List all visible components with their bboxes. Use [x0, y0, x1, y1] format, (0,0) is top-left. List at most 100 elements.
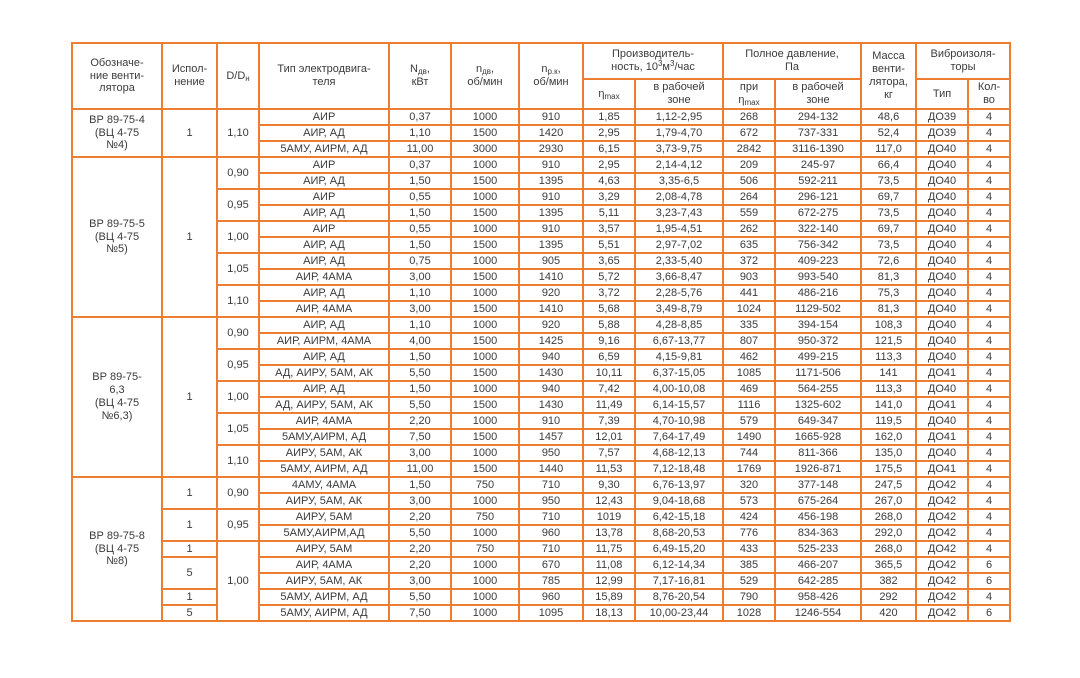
power-kw-cell: 2,20 [388, 540, 452, 558]
version-cell: 1 [161, 476, 218, 510]
wheel-rpm-cell: 1410 [518, 300, 584, 318]
diameter-ratio-cell: 1,00 [216, 540, 260, 622]
perf-max-cell: 9,30 [582, 476, 636, 494]
power-kw-cell: 3,00 [388, 268, 452, 286]
wheel-rpm-cell: 2930 [518, 140, 584, 158]
mass-cell: 420 [860, 604, 917, 622]
perf-max-cell: 5,72 [582, 268, 636, 286]
pressure-zone-cell: 675-264 [774, 492, 862, 510]
vibro-qty-cell: 4 [967, 444, 1011, 462]
motor-type-cell: АИРУ, 5АМ [258, 508, 390, 526]
motor-rpm-cell: 1000 [450, 252, 520, 270]
perf-max-cell: 1,85 [582, 108, 636, 126]
motor-type-cell: 4АМУ, 4АМА [258, 476, 390, 494]
pressure-max-cell: 424 [722, 508, 776, 526]
power-kw-cell: 2,20 [388, 508, 452, 526]
vibro-qty-cell: 4 [967, 124, 1011, 142]
vibro-qty-cell: 4 [967, 220, 1011, 238]
perf-zone-cell: 3,66-8,47 [634, 268, 724, 286]
pressure-max-cell: 1769 [722, 460, 776, 478]
vibro-qty-cell: 4 [967, 268, 1011, 286]
power-kw-cell: 1,50 [388, 476, 452, 494]
table-row: 1 5АМУ, АИРМ, АД 5,50 1000 960 15,89 8,76-20,5… [72, 588, 1011, 606]
pressure-zone-cell: 1246-554 [774, 604, 862, 622]
vibro-qty-cell: 4 [967, 332, 1011, 350]
vibro-qty-cell: 4 [967, 428, 1011, 446]
motor-rpm-cell: 1500 [450, 300, 520, 318]
motor-type-cell: АИР, 4АМА [258, 412, 390, 430]
motor-rpm-cell: 1000 [450, 492, 520, 510]
perf-max-cell: 11,75 [582, 540, 636, 558]
mass-cell: 117,0 [860, 140, 917, 158]
perf-max-cell: 12,99 [582, 572, 636, 590]
motor-type-cell: АИР [258, 108, 390, 126]
perf-max-cell: 12,43 [582, 492, 636, 510]
table-row: АИР, АД 1,50 1500 1395 5,11 3,23-7,43 559 672-2… [72, 204, 1011, 222]
version-cell: 1 [161, 316, 218, 478]
pressure-zone-cell: 1926-871 [774, 460, 862, 478]
pressure-max-cell: 268 [722, 108, 776, 126]
perf-max-cell: 5,88 [582, 316, 636, 334]
perf-max-cell: 13,78 [582, 524, 636, 542]
perf-zone-cell: 2,14-4,12 [634, 156, 724, 174]
pressure-max-cell: 2842 [722, 140, 776, 158]
vibro-type-cell: ДО40 [915, 172, 969, 190]
diameter-ratio-cell: 1,10 [216, 108, 260, 158]
perf-zone-cell: 3,35-6,5 [634, 172, 724, 190]
perf-zone-cell: 7,17-16,81 [634, 572, 724, 590]
vibro-qty-cell: 4 [967, 236, 1011, 254]
motor-type-cell: АИР, АД [258, 172, 390, 190]
table-row: АИР, 4АМА 3,00 1500 1410 5,68 3,49-8,79 1024 11… [72, 300, 1011, 318]
wheel-rpm-cell: 785 [518, 572, 584, 590]
wheel-rpm-cell: 710 [518, 476, 584, 494]
perf-zone-cell: 7,64-17,49 [634, 428, 724, 446]
power-kw-cell: 1,50 [388, 380, 452, 398]
col-header-version: Испол- нение [161, 42, 218, 110]
table-row: АИРУ, 5АМ, АК 3,00 1000 950 12,43 9,04-18,68 5… [72, 492, 1011, 510]
perf-zone-cell: 4,28-8,85 [634, 316, 724, 334]
motor-type-cell: АИР, АД [258, 380, 390, 398]
perf-zone-cell: 2,08-4,78 [634, 188, 724, 206]
table-row: АИР, АД 1,50 1500 1395 5,51 2,97-7,02 635 756-3… [72, 236, 1011, 254]
wheel-rpm-cell: 960 [518, 588, 584, 606]
motor-rpm-cell: 1500 [450, 364, 520, 382]
vibro-type-cell: ДО40 [915, 316, 969, 334]
perf-zone-cell: 4,00-10,08 [634, 380, 724, 398]
diameter-ratio-cell: 0,90 [216, 476, 260, 510]
pressure-max-cell: 441 [722, 284, 776, 302]
motor-rpm-cell: 750 [450, 508, 520, 526]
motor-rpm-cell: 1000 [450, 380, 520, 398]
motor-rpm-cell: 1000 [450, 604, 520, 622]
power-kw-cell: 0,55 [388, 188, 452, 206]
perf-zone-cell: 1,95-4,51 [634, 220, 724, 238]
perf-max-cell: 5,11 [582, 204, 636, 222]
vibro-type-cell: ДО41 [915, 364, 969, 382]
power-kw-cell: 3,00 [388, 492, 452, 510]
mass-cell: 73,5 [860, 172, 917, 190]
pressure-max-cell: 209 [722, 156, 776, 174]
vibro-qty-cell: 4 [967, 524, 1011, 542]
power-kw-cell: 2,20 [388, 412, 452, 430]
mass-cell: 365,5 [860, 556, 917, 574]
mass-cell: 268,0 [860, 540, 917, 558]
power-kw-cell: 5,50 [388, 588, 452, 606]
vibro-qty-cell: 4 [967, 204, 1011, 222]
motor-type-cell: АИР, АД [258, 124, 390, 142]
table-row: 1,10 АИР, АД 1,10 1000 920 3,72 2,28-5,76 441 48… [72, 284, 1011, 318]
pressure-max-cell: 744 [722, 444, 776, 462]
fan-spec-table: Обозначе- ние венти- лятора Испол- нение… [71, 42, 1011, 622]
mass-cell: 113,3 [860, 380, 917, 398]
pressure-zone-cell: 737-331 [774, 124, 862, 142]
mass-cell: 121,5 [860, 332, 917, 350]
mass-cell: 292 [860, 588, 917, 606]
wheel-rpm-cell: 940 [518, 348, 584, 366]
table-row: 5 АИР, 4АМА 2,20 1000 670 11,08 6,12-14,34 385 4… [72, 556, 1011, 590]
wheel-rpm-cell: 905 [518, 252, 584, 270]
motor-type-cell: АИР, 4АМА [258, 300, 390, 318]
version-cell: 1 [161, 108, 218, 158]
wheel-rpm-cell: 940 [518, 380, 584, 398]
table-row: ВР 89-75- 6,3 (ВЦ 4-75 №6,3) 1 0,90 АИР, АД… [71, 316, 1011, 478]
pressure-max-cell: 559 [722, 204, 776, 222]
motor-type-cell: АИР, АД [258, 252, 390, 270]
table-row: ВР 89-75-8 (ВЦ 4-75 №8) 1 0,90 4АМУ, 4АМА 1,… [71, 476, 1011, 622]
